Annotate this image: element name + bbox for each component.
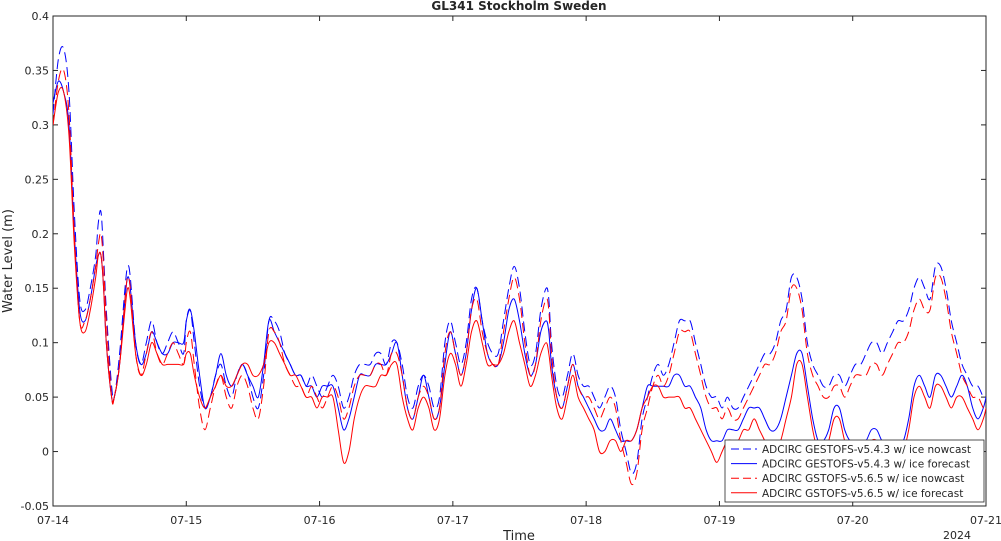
y-tick-label: 0.4 bbox=[32, 10, 50, 23]
y-tick-label: 0 bbox=[42, 446, 49, 459]
axes-box bbox=[52, 15, 987, 507]
legend-box bbox=[724, 439, 985, 503]
series-line-adcirc-gstofs-v5-6-5-w-ice-nowcast bbox=[53, 68, 986, 486]
legend: ADCIRC GESTOFS-v5.4.3 w/ ice nowcast ADCI… bbox=[724, 439, 985, 503]
year-label: 2024 bbox=[943, 529, 971, 541]
y-tick-label: 0.25 bbox=[25, 173, 50, 186]
chart-title: GL341 Stockholm Sweden bbox=[431, 0, 606, 13]
legend-label: ADCIRC GESTOFS-v5.4.3 w/ ice nowcast bbox=[762, 444, 971, 456]
x-tick-label: 07-15 bbox=[170, 514, 202, 527]
x-tick-label: 07-14 bbox=[37, 514, 69, 527]
series-line-adcirc-gestofs-v5-4-3-w-ice-forecast bbox=[53, 80, 986, 444]
x-axis-label: Time bbox=[502, 529, 535, 541]
series-line-adcirc-gstofs-v5-6-5-w-ice-forecast bbox=[53, 86, 986, 464]
series-line-adcirc-gestofs-v5-4-3-w-ice-nowcast bbox=[53, 46, 986, 475]
x-tick-label: 07-19 bbox=[703, 514, 735, 527]
x-tick-label: 07-17 bbox=[437, 514, 469, 527]
y-tick-label: 0.3 bbox=[32, 119, 50, 132]
plot-area: 07-14 07-15 07-16 07-17 07-18 07-19 07-20 07-21… bbox=[21, 10, 1001, 527]
y-tick-label: 0.1 bbox=[32, 337, 50, 350]
legend-label: ADCIRC GSTOFS-v5.6.5 w/ ice forecast bbox=[762, 488, 963, 500]
y-tick-label: 0.15 bbox=[25, 282, 50, 295]
legend-label: ADCIRC GSTOFS-v5.6.5 w/ ice nowcast bbox=[762, 473, 964, 485]
y-tick-label: 0.2 bbox=[32, 228, 50, 241]
y-tick-label: 0.05 bbox=[25, 391, 50, 404]
y-tick-label: -0.05 bbox=[21, 500, 49, 513]
x-tick-label: 07-21 bbox=[970, 514, 1001, 527]
y-axis-label: Water Level (m) bbox=[1, 209, 16, 313]
x-tick-label: 07-18 bbox=[570, 514, 602, 527]
x-tick-label: 07-16 bbox=[304, 514, 336, 527]
x-tick-label: 07-20 bbox=[837, 514, 869, 527]
y-tick-label: 0.35 bbox=[25, 64, 50, 77]
legend-label: ADCIRC GESTOFS-v5.4.3 w/ ice forecast bbox=[762, 459, 970, 471]
series-group bbox=[53, 46, 986, 486]
